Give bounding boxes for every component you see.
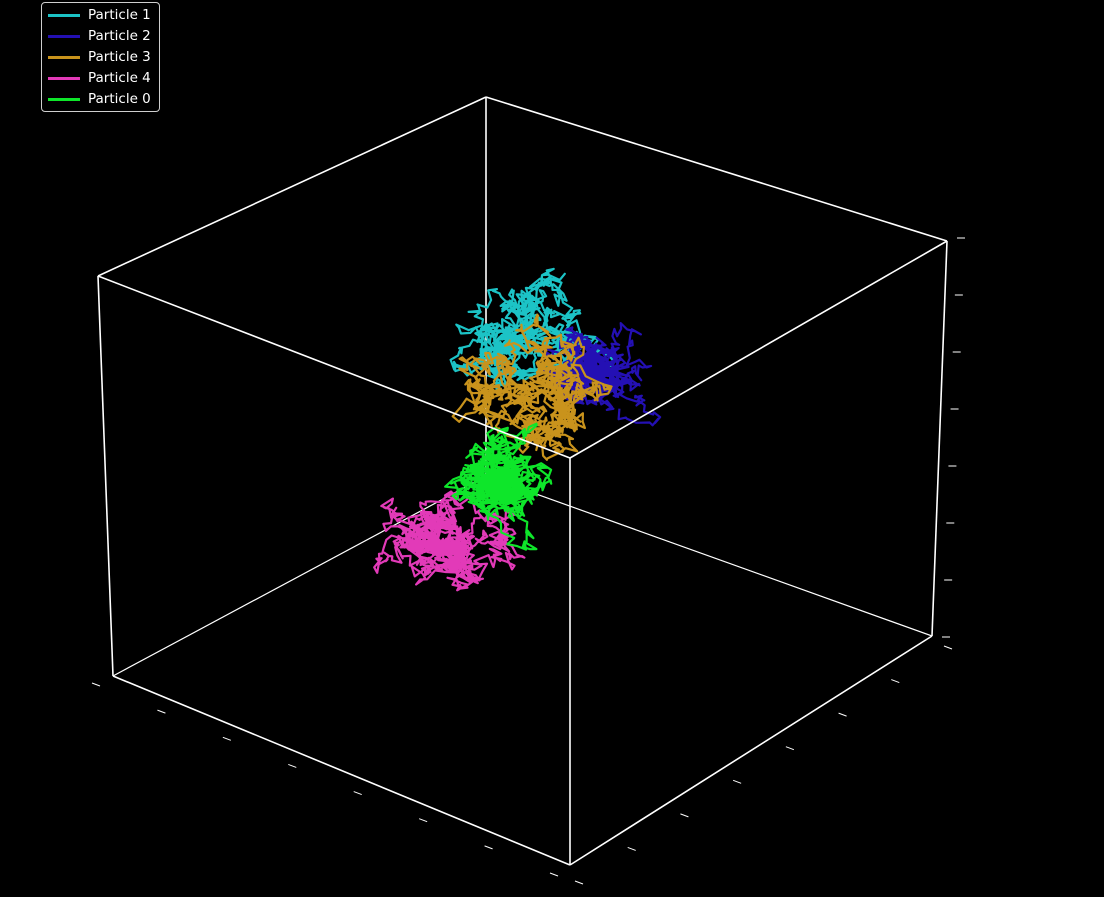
axis-edge-top-right bbox=[569, 240, 948, 459]
x-axis-tick bbox=[157, 709, 166, 714]
y-axis-tick bbox=[627, 846, 636, 851]
legend-swatch bbox=[48, 34, 80, 38]
legend-item-particle-3: Particle 3 bbox=[48, 48, 151, 66]
axis-edge-bottom-left bbox=[112, 675, 571, 866]
axis-edge-top-front bbox=[97, 275, 571, 459]
trajectory-traces bbox=[373, 267, 662, 592]
axis-edge-top-left bbox=[97, 96, 487, 277]
x-axis-tick bbox=[288, 763, 297, 768]
axis-box-front bbox=[97, 96, 948, 866]
y-axis-tick bbox=[732, 779, 742, 784]
trace-particle-4 bbox=[373, 490, 526, 592]
legend-label: Particle 4 bbox=[88, 70, 151, 86]
axis-edge-top-back bbox=[485, 96, 948, 242]
y-axis-tick bbox=[943, 645, 953, 650]
legend-swatch bbox=[48, 76, 80, 80]
x-axis-tick bbox=[418, 818, 428, 823]
legend-item-particle-2: Particle 2 bbox=[48, 27, 151, 45]
x-axis-tick bbox=[353, 791, 362, 796]
legend-label: Particle 2 bbox=[88, 28, 151, 44]
legend-swatch bbox=[48, 13, 80, 17]
y-axis-tick bbox=[680, 813, 689, 818]
x-axis-tick bbox=[91, 682, 101, 687]
axis-edge-bottom-right bbox=[569, 635, 933, 866]
legend: Particle 1 Particle 2 Particle 3 Particl… bbox=[41, 2, 160, 112]
axis-edge-left-vertical bbox=[97, 275, 114, 677]
x-axis-tick bbox=[484, 845, 493, 850]
legend-label: Particle 0 bbox=[88, 91, 151, 107]
axis-edge-right-vertical bbox=[931, 240, 948, 637]
legend-swatch bbox=[48, 97, 80, 101]
legend-label: Particle 3 bbox=[88, 49, 151, 65]
y-axis-tick bbox=[838, 712, 847, 717]
trace-particle-2 bbox=[542, 322, 662, 427]
axis-ticks bbox=[91, 237, 965, 885]
y-axis-tick bbox=[574, 880, 584, 885]
x-axis-tick bbox=[549, 872, 559, 877]
legend-item-particle-4: Particle 4 bbox=[48, 69, 151, 87]
axis-edge-back-right-bottom bbox=[485, 475, 933, 637]
legend-item-particle-0: Particle 0 bbox=[48, 90, 151, 108]
y-axis-tick bbox=[785, 746, 795, 751]
x-axis-tick bbox=[222, 736, 232, 741]
legend-label: Particle 1 bbox=[88, 7, 151, 23]
legend-swatch bbox=[48, 55, 80, 59]
y-axis-tick bbox=[891, 679, 900, 684]
legend-item-particle-1: Particle 1 bbox=[48, 6, 151, 24]
trace-particle-0 bbox=[444, 422, 553, 551]
